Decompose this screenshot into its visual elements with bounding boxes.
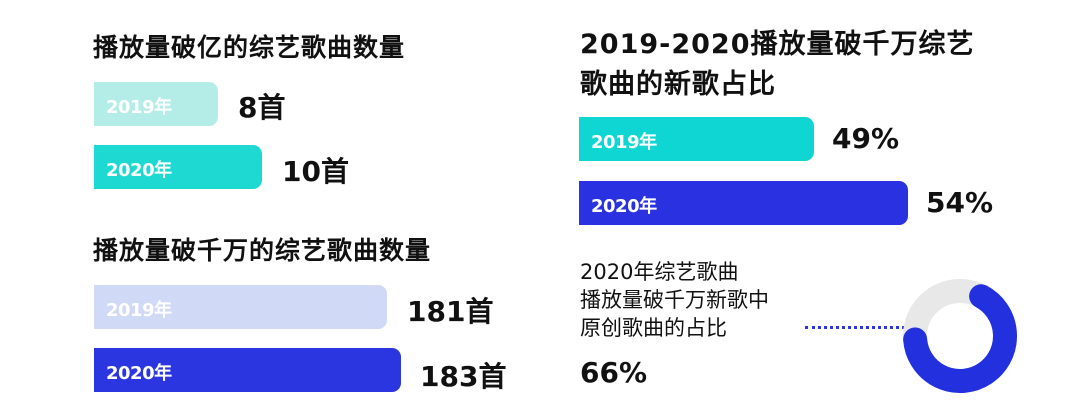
- bar-label: 2020年: [591, 196, 657, 217]
- desc-line: 2020年综艺歌曲: [580, 260, 739, 284]
- bar-2019-new: 2019年: [579, 117, 814, 161]
- bar-label: 2019年: [591, 132, 657, 153]
- value-label: 183首: [420, 360, 507, 393]
- bar-label: 2020年: [106, 363, 172, 384]
- desc-line: 原创歌曲的占比: [580, 316, 727, 340]
- donut-chart: [903, 279, 1017, 393]
- chart3-title-line2: 歌曲的新歌占比: [580, 69, 776, 100]
- value-label: 8首: [238, 91, 286, 124]
- bar-2019-10m: 2019年: [94, 285, 387, 329]
- value-label: 10首: [282, 155, 349, 188]
- donut-description: 2020年综艺歌曲 播放量破千万新歌中 原创歌曲的占比: [580, 258, 769, 342]
- bar-label: 2019年: [106, 97, 172, 118]
- value-label: 181首: [407, 295, 494, 328]
- bar-2020-10m: 2020年: [94, 348, 401, 392]
- bar-2020-new: 2020年: [579, 181, 908, 225]
- bar-2019-100m: 2019年: [94, 82, 218, 126]
- value-label: 49%: [832, 122, 900, 155]
- chart1-title: 播放量破亿的综艺歌曲数量: [93, 33, 406, 62]
- donut-value-arc: [903, 284, 1017, 393]
- value-label: 54%: [926, 186, 994, 219]
- desc-line: 播放量破千万新歌中: [580, 288, 769, 312]
- donut-value: 66%: [580, 356, 648, 389]
- bar-2020-100m: 2020年: [94, 145, 262, 189]
- bar-label: 2020年: [106, 160, 172, 181]
- chart2-title: 播放量破千万的综艺歌曲数量: [93, 236, 432, 265]
- chart3-title-line1: 2019-2020播放量破千万综艺: [580, 29, 975, 60]
- bar-label: 2019年: [106, 300, 172, 321]
- leader-line: [805, 326, 905, 329]
